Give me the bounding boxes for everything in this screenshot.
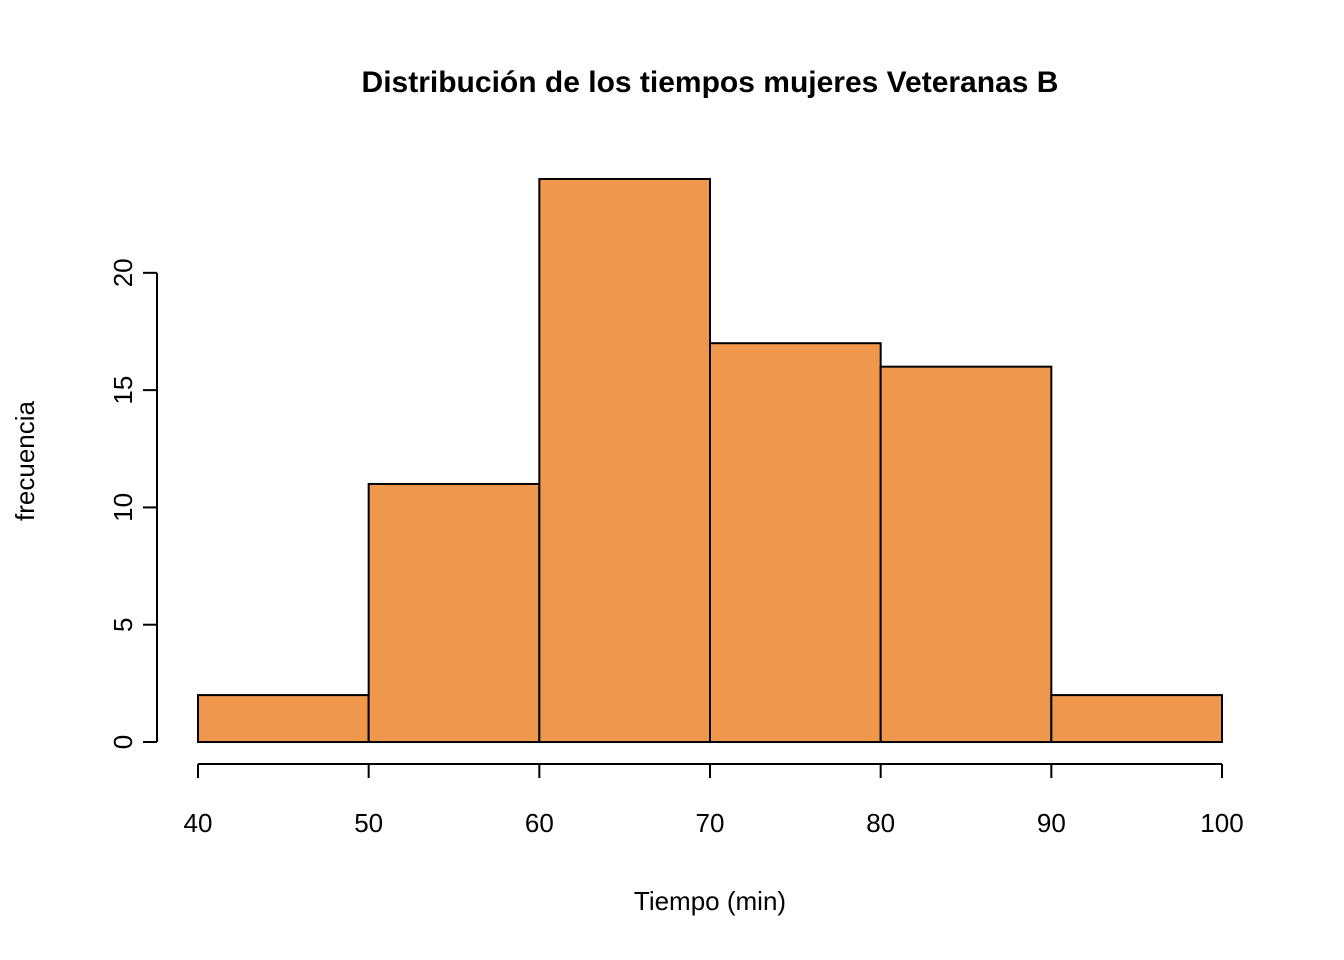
y-tick-label-15: 15 <box>108 376 138 405</box>
x-tick-label-100: 100 <box>1200 808 1243 838</box>
chart-title: Distribución de los tiempos mujeres Vete… <box>362 66 1059 99</box>
bar-90-100 <box>1050 694 1224 743</box>
y-axis-label: frecuencia <box>10 400 40 520</box>
bar-80-90 <box>879 365 1053 743</box>
bar-50-60 <box>367 482 541 743</box>
x-tick-label-80: 80 <box>866 808 895 838</box>
y-tick-label-20: 20 <box>108 258 138 287</box>
x-tick-label-40: 40 <box>184 808 213 838</box>
x-tick-label-90: 90 <box>1037 808 1066 838</box>
x-axis: 40 50 60 70 80 90 100 <box>184 763 1244 838</box>
y-tick-label-5: 5 <box>108 617 138 631</box>
bar-70-80 <box>709 342 882 743</box>
bar-40-50 <box>197 694 370 743</box>
x-tick-label-50: 50 <box>354 808 383 838</box>
x-tick-label-70: 70 <box>696 808 725 838</box>
x-tick-label-60: 60 <box>525 808 554 838</box>
bar-60-70 <box>538 178 711 743</box>
bars-group <box>197 178 1224 743</box>
y-tick-label-10: 10 <box>108 493 138 522</box>
y-tick-label-0: 0 <box>108 735 138 749</box>
x-axis-label: Tiempo (min) <box>634 886 786 916</box>
y-axis: 0 5 10 15 20 <box>108 258 158 749</box>
